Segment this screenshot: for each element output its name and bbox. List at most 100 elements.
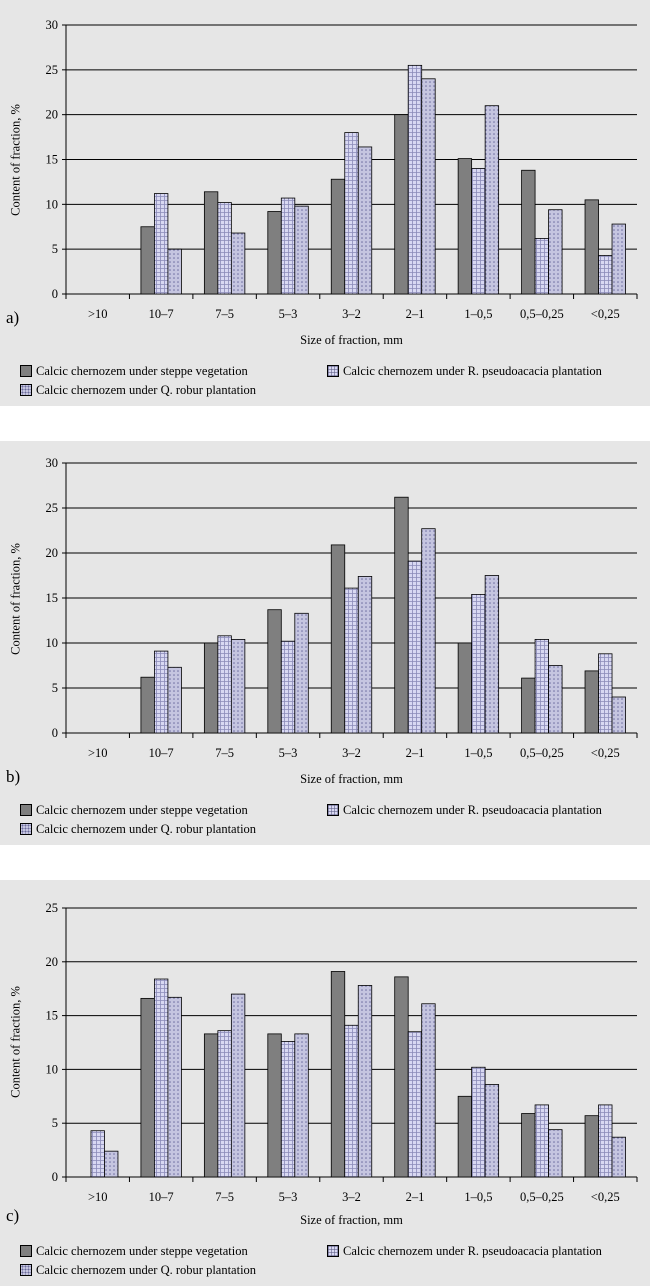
bar-steppe [584,1115,599,1178]
y-tick-label: 15 [46,591,59,605]
legend-item-steppe-b: Calcic chernozem under steppe vegetation [20,803,248,817]
x-tick-label: 2–1 [406,1190,425,1204]
x-tick-label: 1–0,5 [464,746,492,760]
bar-robinia [598,255,613,295]
bar-quercus [611,1136,626,1178]
bar-steppe [140,676,155,734]
bar-steppe [330,178,346,295]
y-axis-title-a: Content of fraction, % [4,26,28,294]
legend-label-steppe: Calcic chernozem under steppe vegetation [36,803,248,817]
y-tick-label: 20 [46,108,59,122]
legend-item-quercus-b: Calcic chernozem under Q. robur plantati… [20,822,256,836]
x-tick-label: 10–7 [149,1190,174,1204]
legend-label-robinia: Calcic chernozem under R. pseudoacacia p… [343,1244,602,1258]
bar-robinia [217,202,232,295]
bar-steppe [203,642,219,734]
x-tick-label: >10 [88,1190,108,1204]
y-tick-label: 30 [46,456,59,470]
legend-label-steppe: Calcic chernozem under steppe vegetation [36,364,248,378]
y-tick-label: 0 [52,1170,58,1184]
bar-steppe [330,544,346,734]
legend-item-quercus-c: Calcic chernozem under Q. robur plantati… [20,1263,256,1277]
bar-robinia [471,1066,486,1178]
x-axis-title-a: Size of fraction, mm [300,333,403,347]
bar-steppe [457,1095,473,1178]
bar-quercus [421,78,436,295]
bar-quercus [104,1150,119,1178]
bar-robinia [407,560,423,734]
legend-item-robinia-a: Calcic chernozem under R. pseudoacacia p… [327,364,602,378]
x-tick-label: 1–0,5 [464,1190,492,1204]
y-axis-title-text-c: Content of fraction, % [8,986,23,1098]
y-tick-label: 10 [46,636,59,650]
legend-label-steppe: Calcic chernozem under steppe vegetation [36,1244,248,1258]
bar-quercus [357,985,373,1178]
bar-robinia [280,197,296,295]
x-tick-label: 3–2 [342,1190,361,1204]
bar-quercus [484,1084,500,1178]
legend-swatch-quercus [20,384,32,397]
bar-quercus [421,1003,436,1178]
legend-item-steppe-a: Calcic chernozem under steppe vegetation [20,364,248,378]
bar-quercus [294,205,309,295]
y-axis-title-b: Content of fraction, % [4,465,28,733]
y-tick-label: 0 [52,726,58,740]
bar-steppe [394,114,409,295]
panel-letter-b: b) [6,767,21,786]
bar-robinia [154,650,169,734]
bar-steppe [584,199,599,295]
bar-steppe [394,976,409,1178]
bar-robinia [217,635,232,734]
bar-robinia [534,638,549,734]
legend-swatch-robinia [327,1245,339,1258]
bar-robinia [280,1041,296,1178]
bar-quercus [611,696,626,734]
bar-steppe [203,1033,219,1178]
legend-item-robinia-c: Calcic chernozem under R. pseudoacacia p… [327,1244,602,1258]
bar-quercus [294,612,309,734]
bar-steppe [521,677,536,734]
bar-quercus [230,232,246,295]
y-tick-label: 30 [46,18,59,32]
panel-letter-c: c) [6,1206,20,1225]
bar-chart-c: 0 5 10 15 20 25 >10 10–7 7–5 5–3 3–2 2–1 1–0,5 0,5–0,… [46,901,638,1204]
legend-swatch-robinia [327,365,339,378]
y-tick-label: 25 [46,501,59,515]
y-tick-label: 5 [52,242,58,256]
bar-quercus [548,1129,563,1178]
legend-item-robinia-b: Calcic chernozem under R. pseudoacacia p… [327,803,602,817]
bar-steppe [521,1113,536,1178]
x-tick-label: <0,25 [591,307,620,321]
bar-quercus [421,528,436,734]
y-tick-label: 10 [46,1062,59,1076]
y-tick-label: 5 [52,1116,58,1130]
panel-letter-a: a) [6,308,20,327]
bar-robinia [90,1130,105,1178]
y-tick-label: 5 [52,681,58,695]
x-tick-label: 5–3 [279,1190,298,1204]
legend-label-robinia: Calcic chernozem under R. pseudoacacia p… [343,364,602,378]
bar-robinia [534,238,549,295]
x-tick-label: <0,25 [591,1190,620,1204]
legend-item-quercus-a: Calcic chernozem under Q. robur plantati… [20,383,256,397]
x-tick-label: 1–0,5 [464,307,492,321]
x-tick-label: 10–7 [149,307,174,321]
bar-robinia [344,132,359,295]
x-tick-label: 7–5 [215,746,234,760]
x-tick-label: 7–5 [215,307,234,321]
bar-steppe [330,971,346,1178]
x-tick-label: 5–3 [279,307,298,321]
bar-steppe [521,169,536,295]
bar-robinia [598,653,613,734]
chart-panel-a: 0 5 10 15 20 25 30 >10 10–7 7–5 5–3 3–2 2–1 1–0,5 0,5–… [0,0,650,406]
bar-robinia [344,1024,359,1178]
bar-steppe [140,226,155,295]
bar-robinia [407,1031,423,1178]
x-axis-title-b: Size of fraction, mm [300,772,403,786]
bar-steppe [267,211,282,295]
bar-chart-b: 0 5 10 15 20 25 30 >10 10–7 7–5 5–3 3–2 2–1 1–0,5 0,5–… [46,456,638,760]
chart-panel-b: 0 5 10 15 20 25 30 >10 10–7 7–5 5–3 3–2 2–1 1–0,5 0,5–… [0,441,650,845]
y-tick-label: 0 [52,287,58,301]
bar-robinia [280,640,296,734]
bar-robinia [598,1104,613,1178]
